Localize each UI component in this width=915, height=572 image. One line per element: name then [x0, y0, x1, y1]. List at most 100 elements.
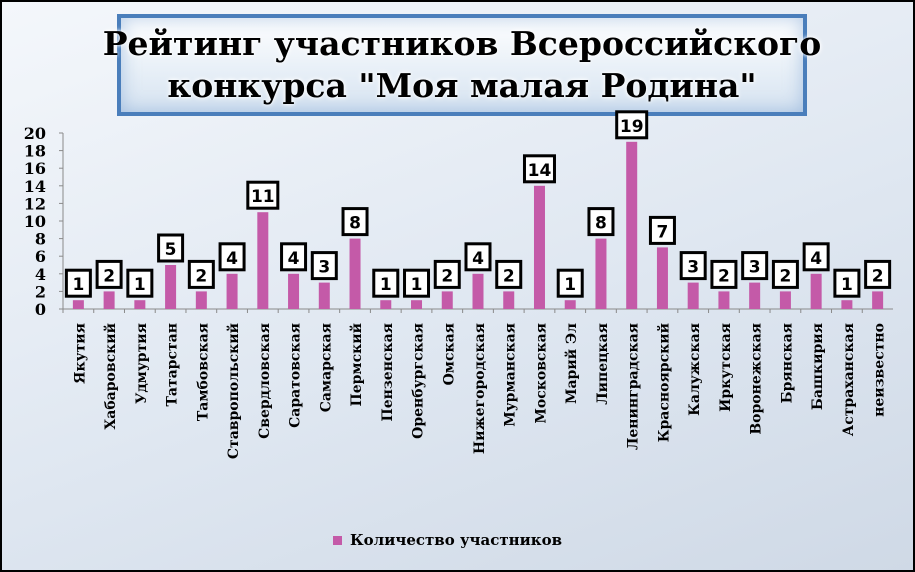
- bar: [257, 212, 269, 309]
- category-label: Якутия: [72, 323, 88, 384]
- data-label: 1: [841, 275, 853, 295]
- y-tick-label: 4: [35, 265, 46, 284]
- category-label: неизвестно: [872, 323, 888, 417]
- data-label-box: [833, 268, 861, 298]
- category-label: Мурманская: [503, 323, 519, 427]
- bar: [134, 300, 146, 309]
- data-label: 3: [749, 258, 761, 278]
- category-label: Татарстан: [165, 323, 181, 407]
- category-label: Липецкая: [595, 323, 611, 405]
- bar: [533, 185, 545, 309]
- bar: [380, 300, 392, 309]
- data-label: 5: [165, 240, 177, 260]
- legend-label: Количество участников: [350, 531, 563, 549]
- chart-title-line-1: Рейтинг участников Всероссийского: [102, 24, 822, 63]
- category-label: Омская: [441, 323, 457, 385]
- y-tick-label: 14: [24, 177, 46, 196]
- y-tick-label: 8: [35, 230, 46, 249]
- data-label-box: [126, 268, 154, 298]
- bar: [349, 238, 361, 309]
- category-label: Калужская: [687, 323, 703, 416]
- bar: [718, 291, 730, 309]
- data-label: 1: [564, 275, 576, 295]
- data-label-box: [864, 259, 892, 289]
- category-label: Самарская: [318, 323, 334, 412]
- bar: [687, 282, 699, 309]
- data-label: 4: [472, 249, 484, 269]
- data-label-box: [495, 259, 523, 289]
- data-label: 1: [380, 275, 392, 295]
- bar: [503, 291, 515, 309]
- data-label-box: [218, 242, 246, 272]
- bar: [72, 300, 84, 309]
- category-label: Нижегородская: [472, 323, 488, 454]
- category-label: Саратовская: [288, 323, 304, 428]
- y-tick-label: 20: [24, 124, 46, 143]
- data-label: 7: [657, 222, 669, 242]
- bar: [749, 282, 761, 309]
- bar: [872, 291, 884, 309]
- category-label: Иркутская: [718, 323, 734, 412]
- data-label: 19: [620, 117, 644, 137]
- y-tick-label: 18: [24, 142, 46, 161]
- data-label-box: [802, 242, 830, 272]
- data-label-box: [556, 268, 584, 298]
- category-label: Оренбургская: [411, 323, 427, 439]
- data-label: 14: [528, 161, 552, 181]
- data-label-box: [464, 242, 492, 272]
- category-label: Тамбовская: [195, 323, 211, 421]
- data-label-box: [741, 251, 769, 281]
- category-label: Московская: [533, 323, 549, 424]
- y-tick-label: 2: [35, 282, 46, 301]
- bar: [441, 291, 453, 309]
- data-label: 2: [195, 266, 207, 286]
- bar: [411, 300, 423, 309]
- data-label-box: [403, 268, 431, 298]
- bar: [656, 247, 668, 309]
- data-label: 1: [72, 275, 84, 295]
- data-label: 2: [872, 266, 884, 286]
- data-label-box: [341, 207, 369, 237]
- data-label-box: [246, 180, 280, 210]
- data-label: 2: [103, 266, 115, 286]
- chart-title-box: Рейтинг участников Всероссийского конкур…: [103, 14, 821, 116]
- data-label: 11: [251, 187, 275, 207]
- bar: [226, 273, 238, 309]
- data-label-box: [710, 259, 738, 289]
- bar: [165, 265, 177, 309]
- data-label-box: [615, 110, 649, 140]
- category-label: Пензенская: [380, 323, 396, 422]
- category-label: Ленинградская: [626, 323, 642, 450]
- category-label: Удмуртия: [134, 323, 150, 404]
- data-label: 3: [687, 258, 699, 278]
- bar: [810, 273, 822, 309]
- data-label-box: [587, 207, 615, 237]
- category-label: Брянская: [779, 323, 795, 403]
- y-tick-label: 10: [24, 212, 46, 231]
- data-label: 2: [441, 266, 453, 286]
- category-label: Башкирия: [810, 323, 826, 410]
- data-label: 2: [718, 266, 730, 286]
- data-label: 3: [318, 258, 330, 278]
- data-label-box: [522, 154, 556, 184]
- category-label: Марий Эл: [563, 323, 580, 404]
- data-label-box: [95, 259, 123, 289]
- data-label-box: [310, 251, 338, 281]
- category-label: Свердловская: [257, 323, 273, 439]
- bar: [564, 300, 576, 309]
- data-label: 2: [503, 266, 515, 286]
- bar: [195, 291, 207, 309]
- y-tick-label: 6: [35, 247, 46, 266]
- bar: [318, 282, 330, 309]
- y-tick-label: 16: [24, 159, 46, 178]
- data-label-box: [648, 215, 676, 245]
- bar: [595, 238, 607, 309]
- bar: [841, 300, 853, 309]
- data-label-box: [157, 233, 185, 263]
- bar: [779, 291, 791, 309]
- category-label: Пермский: [348, 323, 365, 406]
- category-label: Воронежская: [749, 323, 765, 435]
- data-label: 4: [288, 249, 300, 269]
- data-label: 4: [226, 249, 238, 269]
- bar: [626, 141, 638, 309]
